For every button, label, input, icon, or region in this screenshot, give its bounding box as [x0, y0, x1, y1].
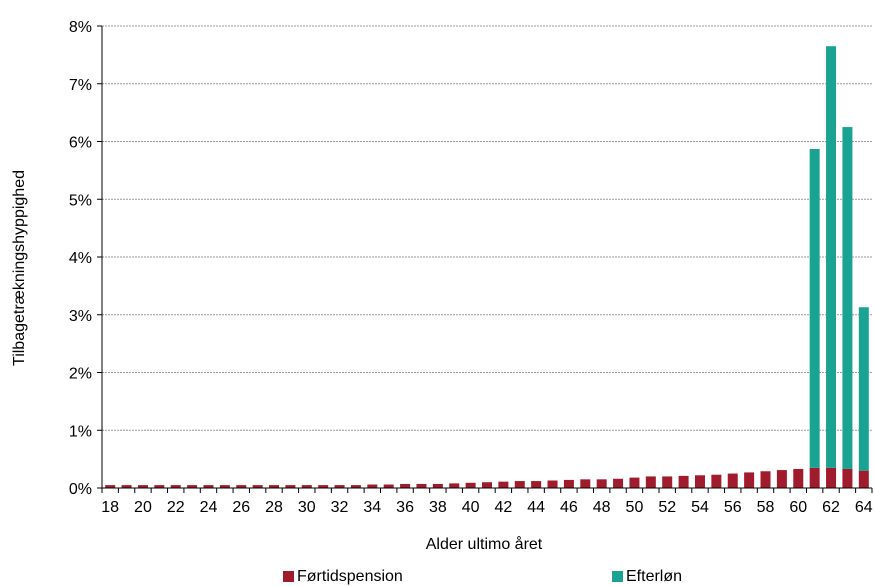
- bar-fortidspension-53: [678, 475, 689, 488]
- legend-label-efterlon: Efterløn: [626, 568, 683, 585]
- x-tick-label: 48: [593, 499, 611, 516]
- bar-fortidspension-52: [662, 476, 673, 488]
- legend: Førtidspension Efterløn: [0, 567, 875, 586]
- bar-fortidspension-57: [744, 472, 755, 488]
- bar-fortidspension-51: [645, 476, 656, 488]
- bar-fortidspension-26: [236, 485, 247, 488]
- x-tick-label: 36: [396, 499, 414, 516]
- bar-fortidspension-48: [596, 479, 607, 488]
- x-tick-label: 28: [265, 499, 283, 516]
- bar-fortidspension-42: [498, 481, 509, 488]
- x-tick-label: 34: [363, 499, 381, 516]
- x-tick-label: 62: [822, 499, 840, 516]
- bar-fortidspension-30: [301, 485, 312, 488]
- bar-fortidspension-34: [367, 484, 378, 488]
- x-tick-label: 44: [527, 499, 545, 516]
- x-tick-label: 40: [462, 499, 480, 516]
- bar-fortidspension-54: [694, 475, 705, 488]
- bar-efterlon-64: [858, 307, 869, 471]
- bar-fortidspension-22: [170, 485, 181, 488]
- x-tick-label: 32: [331, 499, 349, 516]
- y-tick-label: 0%: [69, 481, 92, 498]
- bar-fortidspension-47: [580, 479, 591, 488]
- bar-fortidspension-45: [547, 480, 558, 488]
- bar-fortidspension-61: [809, 467, 820, 488]
- legend-swatch-efterlon: [612, 571, 623, 582]
- x-tick-label: 58: [757, 499, 775, 516]
- legend-label-fortidspension: Førtidspension: [297, 568, 403, 585]
- y-tick-label: 1%: [69, 423, 92, 440]
- x-tick-label: 64: [855, 499, 873, 516]
- bar-fortidspension-59: [776, 470, 787, 488]
- x-tick-label: 20: [134, 499, 152, 516]
- x-tick-label: 46: [560, 499, 578, 516]
- y-tick-label: 4%: [69, 250, 92, 267]
- bar-fortidspension-29: [285, 485, 296, 488]
- legend-item-efterlon: Efterløn: [612, 567, 682, 586]
- bar-fortidspension-23: [187, 485, 198, 488]
- chart: 0% 1% 2% 3% 4% 5% 6% 7% 8% 18 20 22 24 26 28 30 32 34 36 3…: [11, 19, 873, 553]
- x-tick-label: 38: [429, 499, 447, 516]
- legend-swatch-fortidspension: [283, 571, 294, 582]
- y-tick-label: 5%: [69, 192, 92, 209]
- bars: [105, 46, 869, 488]
- bar-efterlon-63: [842, 127, 853, 469]
- x-tick-label: 50: [626, 499, 644, 516]
- legend-item-fortidspension: Førtidspension: [283, 567, 403, 586]
- bar-fortidspension-56: [727, 473, 738, 488]
- bar-fortidspension-39: [449, 483, 460, 488]
- bar-fortidspension-38: [432, 483, 443, 488]
- bar-efterlon-62: [826, 46, 837, 468]
- bar-fortidspension-33: [350, 485, 361, 488]
- y-tick-label: 7%: [69, 77, 92, 94]
- bar-fortidspension-60: [793, 468, 804, 488]
- y-tick-label: 2%: [69, 366, 92, 383]
- x-axis-title: Alder ultimo året: [426, 535, 543, 553]
- bar-fortidspension-63: [842, 468, 853, 488]
- bar-fortidspension-19: [121, 485, 132, 488]
- bar-fortidspension-25: [219, 485, 230, 488]
- bar-fortidspension-58: [760, 471, 771, 488]
- bar-fortidspension-35: [383, 484, 394, 488]
- bar-fortidspension-44: [531, 481, 542, 488]
- x-axis-ticks: 18 20 22 24 26 28 30 32 34 36 38 40 42 44 46 48 50 52 54 56…: [101, 488, 873, 516]
- x-tick-label: 26: [232, 499, 250, 516]
- x-tick-label: 60: [789, 499, 807, 516]
- y-tick-label: 3%: [69, 308, 92, 325]
- bar-fortidspension-24: [203, 485, 214, 488]
- x-tick-label: 42: [494, 499, 512, 516]
- bar-fortidspension-49: [613, 478, 624, 488]
- bar-fortidspension-46: [563, 479, 574, 488]
- bar-fortidspension-27: [252, 485, 263, 488]
- bar-fortidspension-20: [137, 485, 148, 488]
- y-tick-label: 6%: [69, 135, 92, 152]
- bar-fortidspension-28: [269, 485, 280, 488]
- y-tick-label: 8%: [69, 19, 92, 36]
- bar-fortidspension-50: [629, 477, 640, 488]
- x-tick-label: 56: [724, 499, 742, 516]
- x-tick-label: 18: [101, 499, 119, 516]
- x-tick-label: 24: [200, 499, 218, 516]
- bar-fortidspension-64: [858, 470, 869, 488]
- bar-fortidspension-55: [711, 474, 722, 488]
- bar-fortidspension-41: [482, 482, 492, 488]
- bar-fortidspension-32: [334, 485, 345, 488]
- gridlines: [102, 25, 872, 431]
- y-axis-ticks: 0% 1% 2% 3% 4% 5% 6% 7% 8%: [69, 19, 102, 498]
- bar-fortidspension-31: [318, 485, 329, 488]
- bar-fortidspension-21: [154, 485, 165, 488]
- x-tick-label: 52: [658, 499, 676, 516]
- x-tick-label: 22: [167, 499, 185, 516]
- bar-fortidspension-43: [514, 481, 525, 488]
- x-tick-label: 54: [691, 499, 709, 516]
- y-axis-title: Tilbagetrækningshyppighed: [11, 170, 28, 366]
- bar-fortidspension-18: [105, 485, 116, 488]
- bar-fortidspension-37: [416, 483, 427, 488]
- bar-fortidspension-40: [465, 482, 476, 488]
- bar-efterlon-61: [809, 149, 820, 468]
- x-tick-label: 30: [298, 499, 316, 516]
- bar-fortidspension-62: [826, 467, 837, 488]
- bar-fortidspension-36: [400, 483, 411, 488]
